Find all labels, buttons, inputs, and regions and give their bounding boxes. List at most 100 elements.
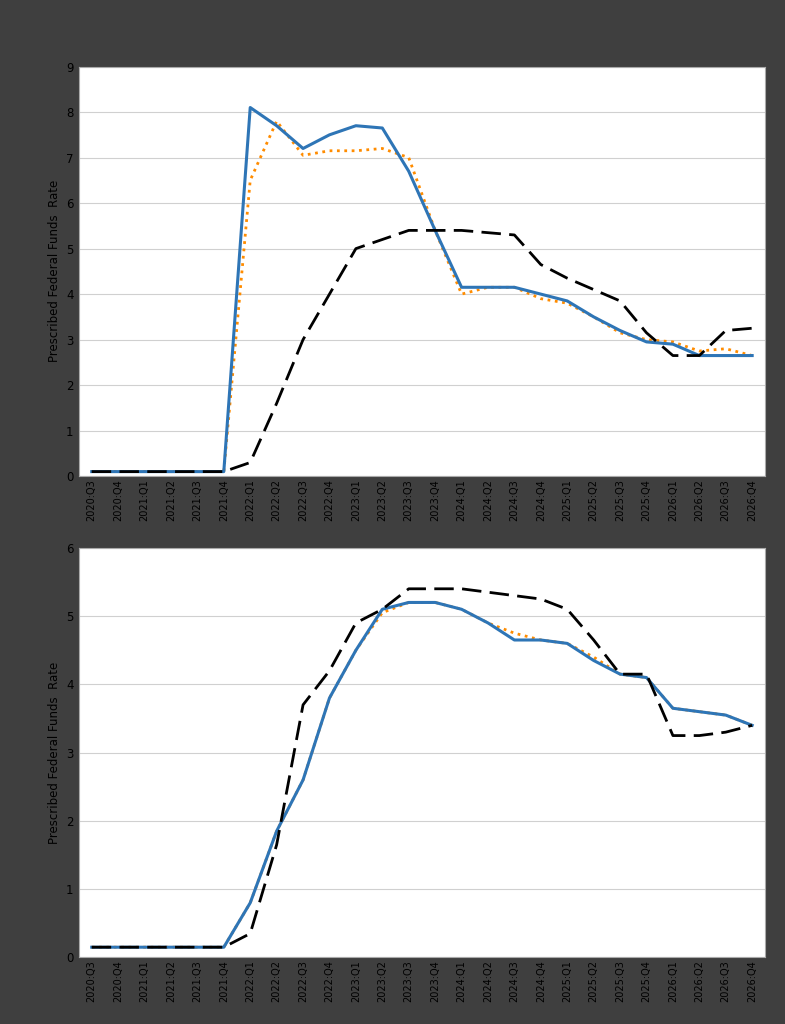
Balanced Approach Rule: [113, 466, 122, 478]
FFR: [192, 941, 202, 953]
FFR: [563, 272, 572, 285]
Taylor Rule: [246, 174, 255, 186]
FFR: [457, 224, 466, 237]
Balanced Approach Rule: [246, 897, 255, 909]
FFR: [457, 583, 466, 595]
FFR: [747, 323, 757, 335]
Taylor Rule: [615, 668, 625, 680]
Taylor Rule: [642, 334, 652, 346]
Taylor Rule: [378, 142, 387, 155]
Taylor Rule: [378, 606, 387, 618]
Balanced Approach Rule: [140, 941, 149, 953]
Balanced Approach Rule: [404, 596, 414, 608]
Taylor Rule: [457, 288, 466, 300]
FFR: [272, 397, 281, 410]
Balanced Approach Rule: [351, 644, 360, 656]
Balanced Approach Rule: [404, 165, 414, 177]
FFR: [325, 665, 334, 677]
FFR: [192, 466, 202, 478]
FFR: [642, 668, 652, 680]
Balanced Approach Rule: [140, 466, 149, 478]
Taylor Rule: [351, 144, 360, 157]
Balanced Approach Rule: [272, 825, 281, 838]
Balanced Approach Rule: [378, 122, 387, 134]
Balanced Approach Rule: [219, 941, 228, 953]
Balanced Approach Rule: [166, 941, 176, 953]
Taylor Rule: [219, 466, 228, 478]
Balanced Approach Rule: [615, 668, 625, 680]
FFR: [325, 288, 334, 300]
Taylor Rule: [642, 672, 652, 684]
Taylor Rule: [219, 941, 228, 953]
Taylor Rule: [430, 596, 440, 608]
Legend: Taylor Rule, Balanced Approach Rule, FFR: Taylor Rule, Balanced Approach Rule, FFR: [224, 597, 620, 621]
Taylor Rule: [272, 115, 281, 127]
Y-axis label: Prescribed Federal Funds  Rate: Prescribed Federal Funds Rate: [48, 662, 60, 844]
FFR: [87, 941, 97, 953]
FFR: [298, 698, 308, 711]
FFR: [721, 325, 731, 337]
Taylor Rule: [695, 345, 704, 357]
Taylor Rule: [668, 702, 677, 715]
FFR: [113, 941, 122, 953]
FFR: [378, 603, 387, 615]
Taylor Rule: [484, 282, 493, 294]
FFR: [87, 466, 97, 478]
Line: Taylor Rule: Taylor Rule: [92, 121, 752, 472]
FFR: [668, 729, 677, 741]
Balanced Approach Rule: [192, 466, 202, 478]
Taylor Rule: [721, 343, 731, 355]
FFR: [509, 590, 519, 602]
Line: Balanced Approach Rule: Balanced Approach Rule: [92, 602, 752, 947]
Taylor Rule: [325, 144, 334, 157]
Balanced Approach Rule: [351, 120, 360, 132]
Taylor Rule: [113, 941, 122, 953]
Balanced Approach Rule: [509, 634, 519, 646]
Balanced Approach Rule: [721, 709, 731, 721]
FFR: [246, 457, 255, 469]
FFR: [430, 583, 440, 595]
FFR: [140, 466, 149, 478]
Taylor Rule: [272, 825, 281, 838]
Balanced Approach Rule: [563, 637, 572, 649]
FFR: [747, 719, 757, 731]
Taylor Rule: [484, 616, 493, 629]
FFR: [721, 726, 731, 738]
Taylor Rule: [298, 774, 308, 786]
FFR: [166, 941, 176, 953]
Line: Balanced Approach Rule: Balanced Approach Rule: [92, 108, 752, 472]
Taylor Rule: [166, 941, 176, 953]
Balanced Approach Rule: [192, 941, 202, 953]
Balanced Approach Rule: [325, 692, 334, 705]
Balanced Approach Rule: [272, 120, 281, 132]
Taylor Rule: [563, 297, 572, 309]
Taylor Rule: [430, 224, 440, 237]
Taylor Rule: [457, 603, 466, 615]
FFR: [140, 941, 149, 953]
Taylor Rule: [140, 941, 149, 953]
Line: Taylor Rule: Taylor Rule: [92, 602, 752, 947]
Balanced Approach Rule: [298, 142, 308, 155]
Balanced Approach Rule: [536, 634, 546, 646]
Taylor Rule: [536, 293, 546, 305]
FFR: [695, 349, 704, 361]
Balanced Approach Rule: [457, 282, 466, 294]
Balanced Approach Rule: [747, 349, 757, 361]
Balanced Approach Rule: [615, 325, 625, 337]
FFR: [642, 327, 652, 339]
Balanced Approach Rule: [457, 603, 466, 615]
FFR: [113, 466, 122, 478]
Taylor Rule: [404, 152, 414, 164]
Balanced Approach Rule: [668, 702, 677, 715]
FFR: [563, 603, 572, 615]
Balanced Approach Rule: [563, 295, 572, 307]
Taylor Rule: [589, 310, 598, 323]
FFR: [404, 224, 414, 237]
FFR: [219, 466, 228, 478]
Taylor Rule: [166, 466, 176, 478]
Taylor Rule: [192, 941, 202, 953]
Balanced Approach Rule: [246, 101, 255, 114]
FFR: [246, 928, 255, 940]
Taylor Rule: [246, 897, 255, 909]
Taylor Rule: [192, 466, 202, 478]
